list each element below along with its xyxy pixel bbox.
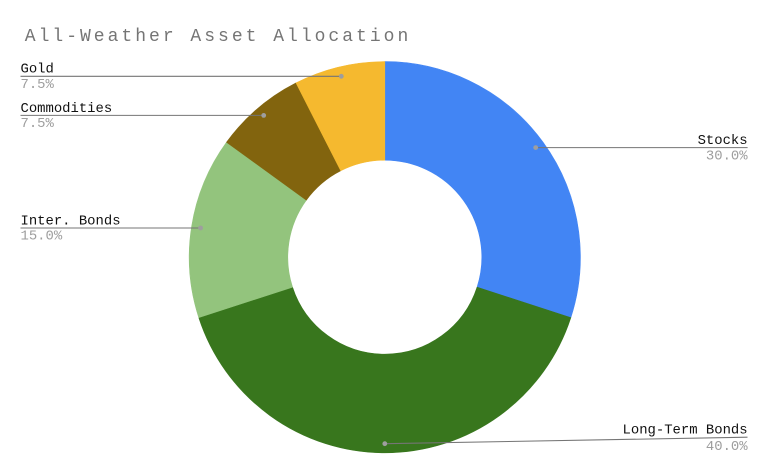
svg-text:15.0%: 15.0%: [21, 229, 63, 245]
svg-text:7.5%: 7.5%: [21, 77, 55, 93]
svg-text:Gold: Gold: [21, 62, 54, 78]
svg-text:7.5%: 7.5%: [21, 116, 55, 132]
svg-text:30.0%: 30.0%: [706, 148, 748, 164]
svg-text:Commodities: Commodities: [21, 101, 113, 117]
svg-text:All-Weather Asset Allocation: All-Weather Asset Allocation: [25, 27, 411, 47]
svg-text:Inter. Bonds: Inter. Bonds: [21, 214, 121, 230]
svg-text:40.0%: 40.0%: [706, 439, 748, 455]
svg-text:Stocks: Stocks: [698, 133, 748, 149]
svg-text:Long-Term Bonds: Long-Term Bonds: [623, 422, 748, 438]
